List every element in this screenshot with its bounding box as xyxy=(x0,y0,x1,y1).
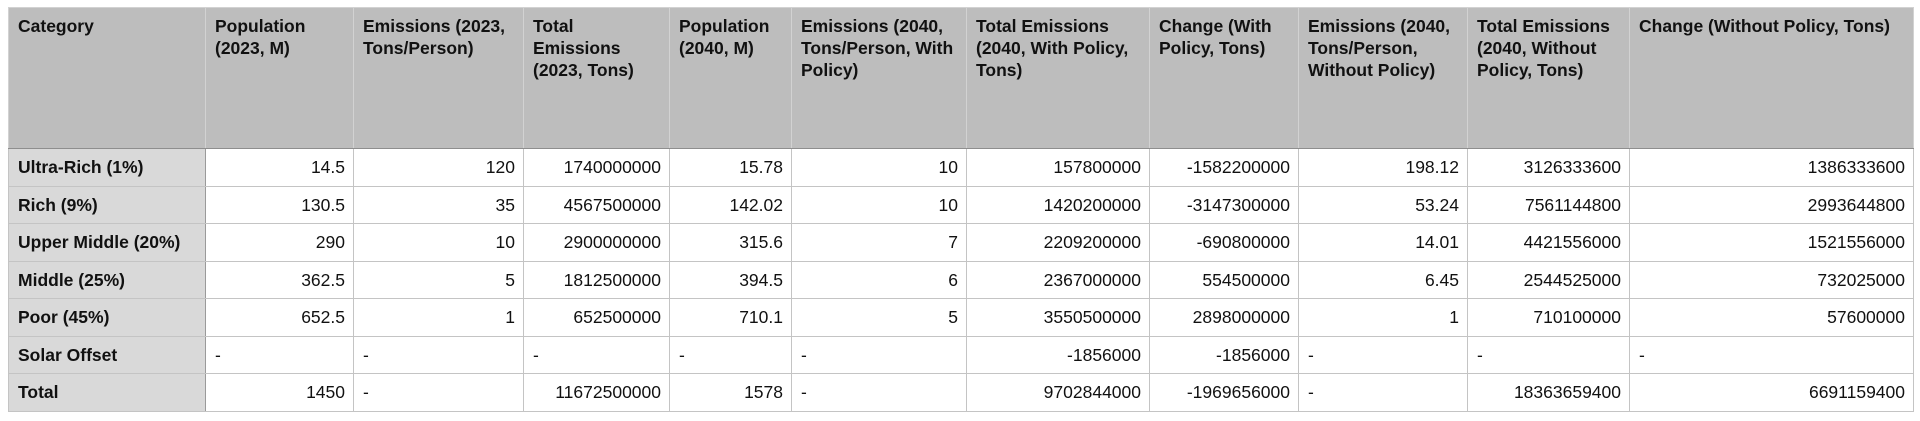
column-header[interactable]: Emissions (2040, Tons/Person, With Polic… xyxy=(791,7,967,149)
table-cell[interactable]: 5 xyxy=(353,260,524,299)
table-cell[interactable]: 3126333600 xyxy=(1467,148,1630,187)
table-cell[interactable]: - xyxy=(1629,335,1914,374)
table-cell[interactable]: 5 xyxy=(791,298,967,337)
row-category-cell[interactable]: Ultra-Rich (1%) xyxy=(8,148,206,187)
table-cell[interactable]: 710100000 xyxy=(1467,298,1630,337)
table-cell[interactable]: 1 xyxy=(1298,298,1468,337)
table-cell[interactable]: 4567500000 xyxy=(523,185,670,224)
header-row: Category Population (2023, M) Emissions (2… xyxy=(8,7,1914,149)
table-cell[interactable]: - xyxy=(1298,373,1468,412)
table-cell[interactable]: 2900000000 xyxy=(523,223,670,262)
table-cell[interactable]: 1812500000 xyxy=(523,260,670,299)
table-cell[interactable]: -690800000 xyxy=(1149,223,1299,262)
table-cell[interactable]: 710.1 xyxy=(669,298,792,337)
table-cell[interactable]: 2544525000 xyxy=(1467,260,1630,299)
table-cell[interactable]: 1 xyxy=(353,298,524,337)
row-category-cell[interactable]: Solar Offset xyxy=(8,335,206,374)
table-cell[interactable]: 7 xyxy=(791,223,967,262)
row-category-cell[interactable]: Poor (45%) xyxy=(8,298,206,337)
table-cell[interactable]: 6.45 xyxy=(1298,260,1468,299)
table-cell[interactable]: 554500000 xyxy=(1149,260,1299,299)
column-header[interactable]: Emissions (2040, Tons/Person, Without Po… xyxy=(1298,7,1468,149)
table-cell[interactable]: 18363659400 xyxy=(1467,373,1630,412)
table-cell[interactable]: 1521556000 xyxy=(1629,223,1914,262)
table-cell[interactable]: 10 xyxy=(791,148,967,187)
table-cell[interactable]: 10 xyxy=(791,185,967,224)
table-row: Ultra-Rich (1%) 14.5 120 1740000000 15.78 10 1… xyxy=(8,148,1914,187)
table-cell[interactable]: 57600000 xyxy=(1629,298,1914,337)
column-header[interactable]: Category xyxy=(8,7,206,149)
table-row: Rich (9%) 130.5 35 4567500000 142.02 10 142020… xyxy=(8,185,1914,224)
table-cell[interactable]: 2993644800 xyxy=(1629,185,1914,224)
table-cell[interactable]: 6 xyxy=(791,260,967,299)
table-cell[interactable]: - xyxy=(791,335,967,374)
table-cell[interactable]: 157800000 xyxy=(966,148,1150,187)
table-cell[interactable]: 14.01 xyxy=(1298,223,1468,262)
table-cell[interactable]: - xyxy=(353,373,524,412)
table-cell[interactable]: - xyxy=(1298,335,1468,374)
table-cell[interactable]: 10 xyxy=(353,223,524,262)
table-cell[interactable]: 9702844000 xyxy=(966,373,1150,412)
table-cell[interactable]: 130.5 xyxy=(205,185,354,224)
table-cell[interactable]: 652.5 xyxy=(205,298,354,337)
column-header[interactable]: Population (2040, M) xyxy=(669,7,792,149)
row-category-cell[interactable]: Rich (9%) xyxy=(8,185,206,224)
table-cell[interactable]: - xyxy=(791,373,967,412)
table-cell[interactable]: 6691159400 xyxy=(1629,373,1914,412)
table-cell[interactable]: - xyxy=(205,335,354,374)
column-header[interactable]: Total Emissions (2040, With Policy, Tons… xyxy=(966,7,1150,149)
table-cell[interactable]: 53.24 xyxy=(1298,185,1468,224)
column-header[interactable]: Change (Without Policy, Tons) xyxy=(1629,7,1914,149)
table-cell[interactable]: -1856000 xyxy=(1149,335,1299,374)
row-category-cell[interactable]: Total xyxy=(8,373,206,412)
table-cell[interactable]: - xyxy=(353,335,524,374)
table-cell[interactable]: 290 xyxy=(205,223,354,262)
table-cell[interactable]: 315.6 xyxy=(669,223,792,262)
table-row: Middle (25%) 362.5 5 1812500000 394.5 6 236700… xyxy=(8,260,1914,299)
table-cell[interactable]: -1582200000 xyxy=(1149,148,1299,187)
table-cell[interactable]: 120 xyxy=(353,148,524,187)
table-cell[interactable]: 1386333600 xyxy=(1629,148,1914,187)
table-cell[interactable]: 14.5 xyxy=(205,148,354,187)
table-cell[interactable]: 362.5 xyxy=(205,260,354,299)
table-cell[interactable]: 732025000 xyxy=(1629,260,1914,299)
table-row: Solar Offset - - - - - -1856000 -1856000- - - xyxy=(8,335,1914,374)
table-cell[interactable]: 2209200000 xyxy=(966,223,1150,262)
table-cell[interactable]: 198.12 xyxy=(1298,148,1468,187)
table-cell[interactable]: 652500000 xyxy=(523,298,670,337)
table-cell[interactable]: 15.78 xyxy=(669,148,792,187)
table-cell[interactable]: -1856000 xyxy=(966,335,1150,374)
column-header[interactable]: Emissions (2023, Tons/Person) xyxy=(353,7,524,149)
table-cell[interactable]: - xyxy=(1467,335,1630,374)
table-cell[interactable]: 394.5 xyxy=(669,260,792,299)
table-cell[interactable]: -1969656000 xyxy=(1149,373,1299,412)
table-cell[interactable]: 2898000000 xyxy=(1149,298,1299,337)
table-cell[interactable]: 142.02 xyxy=(669,185,792,224)
row-category-cell[interactable]: Upper Middle (20%) xyxy=(8,223,206,262)
table-cell[interactable]: 4421556000 xyxy=(1467,223,1630,262)
column-header[interactable]: Change (With Policy, Tons) xyxy=(1149,7,1299,149)
column-header[interactable]: Total Emissions (2023, Tons) xyxy=(523,7,670,149)
row-category-cell[interactable]: Middle (25%) xyxy=(8,260,206,299)
table-cell[interactable]: - xyxy=(523,335,670,374)
column-header[interactable]: Total Emissions (2040, Without Policy, T… xyxy=(1467,7,1630,149)
spreadsheet: Category Population (2023, M) Emissions (2… xyxy=(8,7,1914,412)
table-cell[interactable]: 11672500000 xyxy=(523,373,670,412)
column-header[interactable]: Population (2023, M) xyxy=(205,7,354,149)
table-row: Poor (45%) 652.5 1 652500000 710.1 5 355050000… xyxy=(8,298,1914,337)
table-cell[interactable]: - xyxy=(669,335,792,374)
table-cell[interactable]: -3147300000 xyxy=(1149,185,1299,224)
table-cell[interactable]: 1578 xyxy=(669,373,792,412)
table-cell[interactable]: 1420200000 xyxy=(966,185,1150,224)
table-cell[interactable]: 35 xyxy=(353,185,524,224)
table-cell[interactable]: 2367000000 xyxy=(966,260,1150,299)
table-cell[interactable]: 1450 xyxy=(205,373,354,412)
emissions-table: Category Population (2023, M) Emissions (2… xyxy=(8,7,1914,412)
table-row: Upper Middle (20%) 290 10 2900000000 315.6 7 2… xyxy=(8,223,1914,262)
table-cell[interactable]: 1740000000 xyxy=(523,148,670,187)
table-cell[interactable]: 3550500000 xyxy=(966,298,1150,337)
table-cell[interactable]: 7561144800 xyxy=(1467,185,1630,224)
table-row: Total 1450-11672500000 1578-9702844000 -196… xyxy=(8,373,1914,412)
